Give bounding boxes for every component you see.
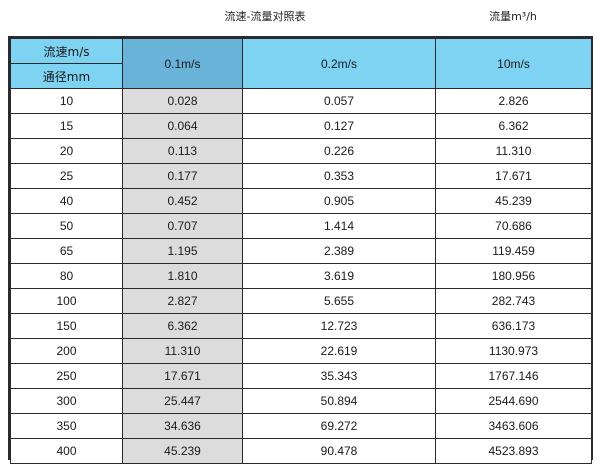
cell-v1: 0.028: [122, 88, 243, 114]
header-velocity-label: 流速m/s: [10, 38, 123, 64]
flow-unit-caption: 流量m³/h: [489, 10, 537, 23]
cell-v3: 45.239: [435, 188, 592, 214]
cell-v2: 2.389: [242, 238, 436, 264]
cell-v2: 0.353: [242, 163, 436, 189]
cell-v1: 0.707: [122, 213, 243, 239]
cell-v2: 90.478: [242, 438, 436, 464]
cell-dn: 300: [10, 388, 123, 414]
cell-v2: 5.655: [242, 288, 436, 314]
table-row: 15 0.064 0.127 6.362: [10, 113, 592, 139]
table-row: 200 11.310 22.619 1130.973: [10, 338, 592, 364]
header-col-2: 10m/s: [435, 38, 592, 89]
cell-dn: 65: [10, 238, 123, 264]
table-row: 250 17.671 35.343 1767.146: [10, 363, 592, 389]
table-row: 40 0.452 0.905 45.239: [10, 188, 592, 214]
cell-dn: 200: [10, 338, 123, 364]
cell-v2: 69.272: [242, 413, 436, 439]
cell-dn: 400: [10, 438, 123, 464]
table-row: 50 0.707 1.414 70.686: [10, 213, 592, 239]
cell-v3: 119.459: [435, 238, 592, 264]
cell-dn: 40: [10, 188, 123, 214]
cell-v1: 25.447: [122, 388, 243, 414]
table-row: 350 34.636 69.272 3463.606: [10, 413, 592, 439]
cell-v3: 282.743: [435, 288, 592, 314]
cell-v3: 3463.606: [435, 413, 592, 439]
header-row-top: 流速m/s 0.1m/s 0.2m/s 10m/s: [10, 38, 592, 89]
cell-dn: 20: [10, 138, 123, 164]
cell-dn: 80: [10, 263, 123, 289]
table-row: 80 1.810 3.619 180.956: [10, 263, 592, 289]
cell-v2: 0.057: [242, 88, 436, 114]
cell-v3: 636.173: [435, 313, 592, 339]
cell-v1: 0.177: [122, 163, 243, 189]
cell-v3: 1130.973: [435, 338, 592, 364]
cell-v1: 0.064: [122, 113, 243, 139]
cell-v3: 4523.893: [435, 438, 592, 464]
cell-dn: 50: [10, 213, 123, 239]
table-row: 300 25.447 50.894 2544.690: [10, 388, 592, 414]
cell-v1: 1.195: [122, 238, 243, 264]
cell-v3: 1767.146: [435, 363, 592, 389]
cell-v3: 180.956: [435, 263, 592, 289]
cell-dn: 10: [10, 88, 123, 114]
table-head: 流速m/s 0.1m/s 0.2m/s 10m/s 通径mm: [10, 38, 592, 89]
cell-v3: 2544.690: [435, 388, 592, 414]
cell-v1: 11.310: [122, 338, 243, 364]
header-row-bottom: 通径mm: [10, 63, 592, 89]
cell-dn: 100: [10, 288, 123, 314]
cell-v2: 12.723: [242, 313, 436, 339]
cell-v3: 17.671: [435, 163, 592, 189]
cell-v2: 35.343: [242, 363, 436, 389]
table-row: 65 1.195 2.389 119.459: [10, 238, 592, 264]
cell-v2: 0.127: [242, 113, 436, 139]
cell-v2: 50.894: [242, 388, 436, 414]
cell-dn: 350: [10, 413, 123, 439]
cell-v2: 0.226: [242, 138, 436, 164]
cell-dn: 15: [10, 113, 123, 139]
header-col-1: 0.2m/s: [242, 38, 436, 89]
cell-v1: 2.827: [122, 288, 243, 314]
flow-table-container: 流速m/s 0.1m/s 0.2m/s 10m/s 通径mm 10 0.028 …: [8, 36, 593, 464]
table-row: 400 45.239 90.478 4523.893: [10, 438, 592, 464]
cell-v1: 1.810: [122, 263, 243, 289]
cell-v3: 2.826: [435, 88, 592, 114]
cell-v1: 0.113: [122, 138, 243, 164]
table-row: 10 0.028 0.057 2.826: [10, 88, 592, 114]
cell-dn: 150: [10, 313, 123, 339]
table-row: 25 0.177 0.353 17.671: [10, 163, 592, 189]
header-diameter-label: 通径mm: [10, 63, 123, 89]
cell-v1: 6.362: [122, 313, 243, 339]
cell-v1: 17.671: [122, 363, 243, 389]
cell-dn: 250: [10, 363, 123, 389]
flow-velocity-table: 流速m/s 0.1m/s 0.2m/s 10m/s 通径mm 10 0.028 …: [10, 38, 592, 464]
table-row: 20 0.113 0.226 11.310: [10, 138, 592, 164]
cell-v2: 22.619: [242, 338, 436, 364]
cell-v1: 34.636: [122, 413, 243, 439]
cell-v2: 3.619: [242, 263, 436, 289]
cell-v1: 45.239: [122, 438, 243, 464]
cell-dn: 25: [10, 163, 123, 189]
table-body: 10 0.028 0.057 2.826 15 0.064 0.127 6.36…: [10, 88, 592, 464]
cell-v3: 6.362: [435, 113, 592, 139]
caption-row: 流速-流量对照表 流量m³/h: [0, 6, 600, 28]
cell-v2: 0.905: [242, 188, 436, 214]
cell-v2: 1.414: [242, 213, 436, 239]
table-row: 150 6.362 12.723 636.173: [10, 313, 592, 339]
table-row: 100 2.827 5.655 282.743: [10, 288, 592, 314]
header-col-0: 0.1m/s: [122, 38, 243, 89]
cell-v3: 70.686: [435, 213, 592, 239]
cell-v1: 0.452: [122, 188, 243, 214]
cell-v3: 11.310: [435, 138, 592, 164]
table-title-caption: 流速-流量对照表: [224, 10, 306, 23]
